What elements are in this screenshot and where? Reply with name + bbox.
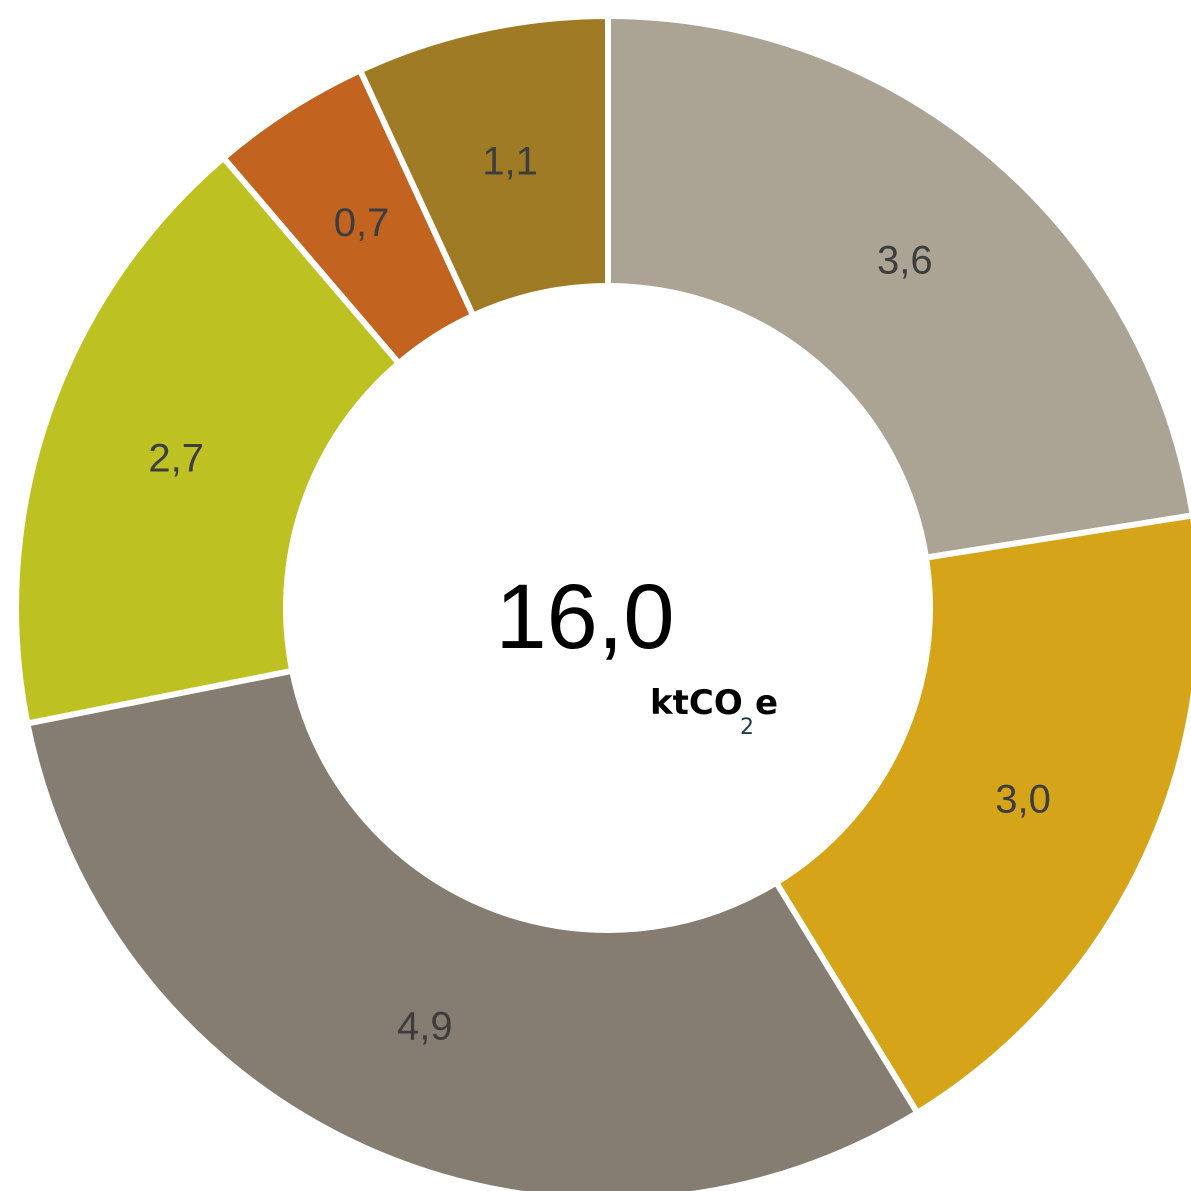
donut-slice-6 (356, 12, 611, 320)
slices-layer (13, 12, 1191, 1191)
center-total-value: 16,0 (495, 566, 674, 668)
center-unit: ktCO 2 e (650, 683, 778, 740)
slice-label-2: 3,0 (995, 777, 1051, 821)
donut-slice-4 (13, 153, 404, 728)
unit-prefix: ktCO (650, 683, 743, 723)
slice-label-6: 1,1 (482, 140, 538, 184)
slice-labels-layer: 3,6 3,0 4,9 2,7 0,7 1,1 (148, 140, 1050, 1049)
donut-slice-1 (605, 12, 1191, 562)
slice-label-1: 3,6 (877, 238, 933, 282)
slice-label-5: 0,7 (334, 201, 390, 245)
slice-label-3: 4,9 (397, 1005, 453, 1049)
unit-suffix: e (755, 683, 778, 723)
donut-slice-2 (772, 512, 1191, 1117)
slice-label-4: 2,7 (148, 436, 204, 480)
unit-subscript: 2 (740, 715, 754, 740)
donut-slice-3 (23, 667, 922, 1191)
